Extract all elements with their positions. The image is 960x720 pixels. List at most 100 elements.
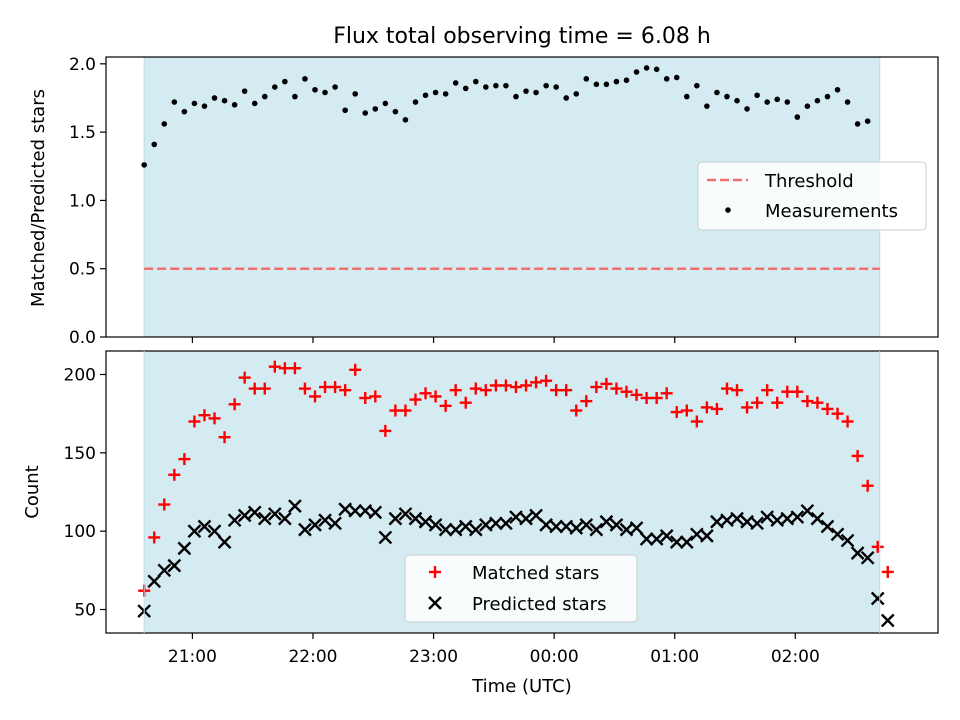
measurement-point <box>503 82 509 89</box>
predicted-point <box>810 511 825 526</box>
measurement-point <box>683 93 690 100</box>
measurement-point <box>422 92 429 99</box>
measurement-point <box>191 100 198 107</box>
matched-point <box>670 406 683 419</box>
predicted-point <box>489 516 503 531</box>
count-panel: 50 100 150 200 21:00 22:00 23:00 00:00 01:00 02:… <box>22 350 939 697</box>
matched-point <box>399 404 412 417</box>
predicted-point <box>187 524 202 539</box>
matched-point <box>419 387 432 400</box>
predicted-point <box>267 507 282 521</box>
measurement-point <box>322 89 328 96</box>
y-tick-label: 0.0 <box>69 328 96 348</box>
matched-point <box>881 565 894 578</box>
measurement-point <box>221 97 228 104</box>
predicted-point <box>549 519 564 534</box>
matched-point <box>811 396 824 409</box>
matched-point <box>469 382 482 395</box>
measurement-point <box>452 80 459 86</box>
measurement-point <box>653 66 660 73</box>
x-tick-label: 23:00 <box>409 647 458 667</box>
measurement-point <box>251 100 258 107</box>
plot-frame-top <box>105 56 939 338</box>
matched-point <box>339 384 352 397</box>
measurement-point <box>402 117 409 123</box>
predicted-point <box>468 522 483 537</box>
predicted-point <box>700 529 714 543</box>
matched-point <box>851 449 864 462</box>
measurement-point <box>151 141 158 148</box>
measurement-point <box>372 106 379 112</box>
legend-box-top <box>697 161 927 231</box>
y-axis-ticks-bottom: 50 100 150 200 <box>64 366 106 621</box>
matched-point <box>841 415 854 428</box>
measurement-point <box>352 91 358 97</box>
matched-point <box>720 382 733 395</box>
predicted-point <box>167 558 182 573</box>
predicted-point <box>820 519 835 534</box>
y-tick-label: 50 <box>74 601 96 621</box>
measurement-point <box>513 93 519 100</box>
matched-point <box>429 390 442 403</box>
matched-point <box>530 376 543 389</box>
measurement-point <box>774 96 781 103</box>
measurement-point <box>804 103 811 109</box>
matched-point <box>309 390 322 403</box>
measurement-point <box>382 100 389 107</box>
matched-point <box>791 385 804 398</box>
matched-point <box>650 392 663 404</box>
matched-point <box>751 396 764 409</box>
matched-point <box>861 479 874 492</box>
predicted-point <box>288 499 302 513</box>
matched-point <box>148 531 161 544</box>
matched-point <box>439 399 452 412</box>
predicted-point <box>348 503 363 518</box>
matched-point <box>590 381 603 394</box>
predicted-point <box>569 521 584 535</box>
measurement-point <box>523 88 529 94</box>
measurement-point <box>573 91 580 97</box>
measurement-point <box>231 102 238 108</box>
legend-measurements-swatch <box>725 207 731 213</box>
measurement-point <box>563 95 570 101</box>
measurement-point <box>643 65 650 71</box>
x-axis-ticks-top <box>191 337 796 343</box>
predicted-point <box>197 519 212 534</box>
predicted-point <box>308 518 322 532</box>
matched-point <box>459 396 472 409</box>
matched-point <box>741 401 754 414</box>
measurement-point <box>201 103 208 109</box>
measurement-point <box>734 97 740 104</box>
predicted-point <box>850 546 865 560</box>
predicted-point <box>458 519 473 534</box>
y-tick-label: 1.5 <box>69 123 96 143</box>
matched-point <box>248 382 261 395</box>
matched-point <box>268 360 281 373</box>
y-axis-label-bottom: Count <box>22 465 43 518</box>
y-axis-label-top: Matched/Predicted stars <box>28 89 49 307</box>
measurement-point <box>583 76 590 82</box>
y-tick-label: 2.0 <box>69 55 96 75</box>
x-tick-label: 21:00 <box>168 647 217 667</box>
series-matched-stars <box>138 360 894 597</box>
matched-point <box>610 382 623 395</box>
measurement-point <box>462 85 469 92</box>
matched-point <box>198 409 211 422</box>
measurement-point <box>744 106 750 112</box>
predicted-point <box>217 535 232 549</box>
matched-point <box>731 384 744 397</box>
measurement-point <box>663 76 670 82</box>
predicted-point <box>278 511 292 526</box>
measurement-point <box>543 82 549 89</box>
measurement-point <box>864 118 871 124</box>
legend-bottom: Matched stars Predicted stars <box>404 554 638 623</box>
matched-point <box>540 374 553 387</box>
matched-point <box>449 384 462 397</box>
y-tick-label: 200 <box>64 366 96 386</box>
predicted-point <box>760 510 775 524</box>
measurement-point <box>794 114 801 120</box>
x-tick-label: 22:00 <box>288 647 337 667</box>
measurement-point <box>623 77 630 84</box>
predicted-point <box>609 518 624 532</box>
series-predicted-stars <box>137 499 895 628</box>
